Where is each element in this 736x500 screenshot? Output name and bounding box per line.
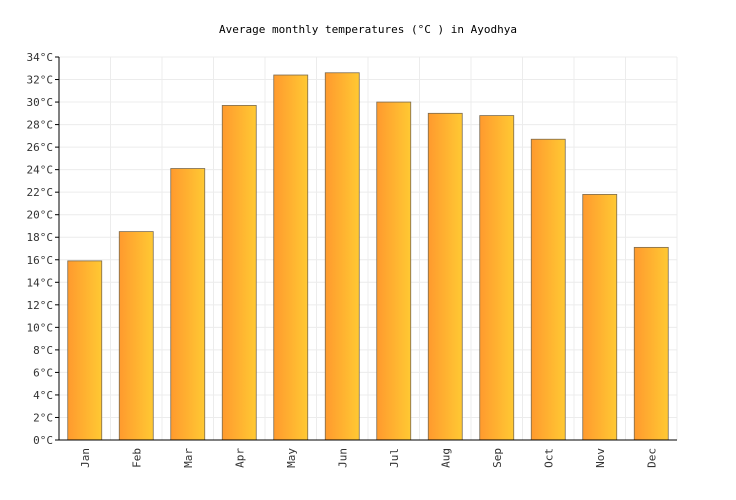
y-tick-label: 34°C: [27, 51, 54, 64]
bar-jul: [376, 101, 412, 441]
y-tick-label: 32°C: [27, 74, 54, 87]
x-tick-label-mar: Mar: [182, 448, 195, 468]
y-tick-label: 0°C: [33, 434, 53, 447]
y-tick-label: 26°C: [27, 141, 54, 154]
chart-title: Average monthly temperatures (°C ) in Ay…: [219, 23, 517, 36]
bar-apr: [221, 105, 257, 441]
bar-layer: [67, 72, 669, 441]
bar-jun: [324, 72, 360, 441]
x-tick-label-sep: Sep: [491, 448, 504, 468]
bar-sep: [479, 115, 515, 441]
x-tick-label-dec: Dec: [645, 448, 658, 468]
y-tick-label: 28°C: [27, 119, 54, 132]
y-tick-label: 4°C: [33, 389, 53, 402]
x-tick-labels: Jan Feb Mar Apr May Jun Jul Aug Sep Oct Nov Dec: [79, 448, 659, 468]
bar-feb: [118, 231, 154, 441]
y-tick-labels: 0°C 2°C 4°C 6°C 8°C 10°C 12°C 14°C 16°C 18°C 20°C 2…: [27, 51, 54, 447]
y-tick-label: 8°C: [33, 344, 53, 357]
y-tick-label: 12°C: [27, 299, 54, 312]
axis-layer: [55, 56, 677, 441]
bar-oct: [530, 138, 566, 441]
y-tick-label: 16°C: [27, 254, 54, 267]
x-tick-label-jan: Jan: [79, 448, 92, 468]
y-tick-label: 6°C: [33, 366, 53, 379]
grid-layer: [59, 56, 678, 440]
bar-mar: [170, 168, 206, 441]
y-tick-label: 24°C: [27, 164, 54, 177]
x-tick-label-aug: Aug: [439, 448, 452, 468]
bar-dec: [633, 246, 669, 441]
x-tick-label-oct: Oct: [542, 448, 555, 468]
bar-nov: [582, 194, 618, 441]
y-tick-label: 10°C: [27, 321, 54, 334]
x-tick-label-feb: Feb: [130, 448, 143, 468]
y-tick-label: 14°C: [27, 276, 54, 289]
y-tick-label: 20°C: [27, 209, 54, 222]
y-tick-label: 2°C: [33, 411, 53, 424]
x-tick-label-may: May: [285, 448, 298, 468]
y-tick-label: 22°C: [27, 186, 54, 199]
x-tick-label-apr: Apr: [233, 448, 246, 468]
bar-aug: [427, 112, 463, 441]
y-tick-label: 18°C: [27, 231, 54, 244]
x-tick-label-jun: Jun: [336, 448, 349, 468]
x-tick-label-jul: Jul: [388, 448, 401, 468]
bar-may: [273, 74, 309, 441]
y-tick-label: 30°C: [27, 96, 54, 109]
x-tick-label-nov: Nov: [594, 448, 607, 468]
bar-jan: [67, 260, 103, 441]
